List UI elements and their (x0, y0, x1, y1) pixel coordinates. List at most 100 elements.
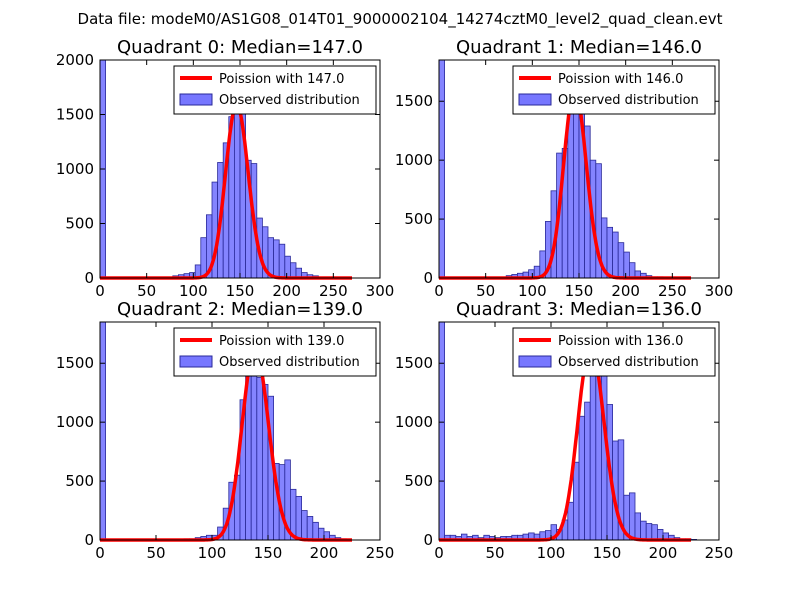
quadrant-3-ytick-label: 0 (423, 531, 433, 549)
quadrant-2-bar (306, 516, 314, 541)
quadrant-0-xtick-label: 250 (319, 282, 348, 300)
quadrant-0-bar (278, 243, 286, 279)
quadrant-3-xtick-label: 250 (705, 544, 734, 562)
quadrant-3-legend: Poission with 136.0 Observed distributio… (512, 327, 716, 377)
quadrant-3-bar (634, 512, 641, 541)
quadrant-3-bar (645, 523, 653, 541)
quadrant-2-legend: Poission with 139.0 Observed distributio… (173, 327, 377, 377)
quadrant-3-bar (584, 401, 591, 541)
quadrant-3-legend-line-label: Poission with 136.0 (558, 334, 683, 349)
quadrant-1-ytick-label: 500 (404, 210, 433, 228)
quadrant-0-legend: Poission with 147.0 Observed distributio… (173, 65, 377, 115)
quadrant-2-bar (317, 527, 325, 541)
quadrant-2-xtick-label: 100 (198, 544, 227, 562)
quadrant-1-legend: Poission with 146.0 Observed distributio… (512, 65, 716, 115)
quadrant-0-ytick-label: 0 (84, 269, 94, 287)
quadrant-2-bar (295, 495, 302, 541)
quadrant-1-ytick-label: 1500 (395, 92, 433, 110)
quadrant-0-ytick-label: 1000 (56, 160, 94, 178)
quadrant-2-bar (312, 521, 319, 541)
quadrant-1-bars (438, 59, 664, 279)
quadrant-1-panel: Quadrant 1: Median=146.0 0 50 100 150 200 250… (395, 37, 734, 300)
quadrant-0-xtick-label: 200 (272, 282, 301, 300)
quadrant-2-bar (256, 376, 263, 541)
quadrant-2-ytick-label: 500 (65, 472, 94, 490)
quadrant-1-bar (623, 251, 630, 279)
quadrant-1-bar (617, 242, 625, 279)
quadrant-1-legend-bars-label: Observed distribution (558, 93, 699, 108)
figure-title: Data file: modeM0/AS1G08_014T01_90000021… (78, 10, 723, 29)
quadrant-3-xtick-label: 0 (434, 544, 444, 562)
quadrant-3-panel: Quadrant 3: Median=136.0 0 50 100 150 200 250… (395, 299, 734, 562)
quadrant-0-bar (273, 239, 280, 279)
quadrant-2-xtick-label: 200 (310, 544, 339, 562)
quadrant-1-ytick-label: 1000 (395, 151, 433, 169)
quadrant-0-xtick-label: 0 (95, 282, 105, 300)
quadrant-3-bar (438, 321, 445, 541)
quadrant-0-axes: 0 50 100 150 200 250 300 0 500 1000 1500 2000 (56, 51, 395, 300)
quadrant-2-legend-box (173, 327, 377, 377)
quadrant-3-xtick-label: 200 (649, 544, 678, 562)
quadrant-2-ytick-label: 0 (84, 531, 94, 549)
quadrant-3-ytick-label: 1500 (395, 354, 433, 372)
quadrant-0-legend-bars-label: Observed distribution (219, 93, 360, 108)
quadrant-0-legend-line-label: Poission with 147.0 (219, 72, 344, 87)
quadrant-1-axes: 0 50 100 150 200 250 300 0 500 1000 1500 (395, 59, 734, 300)
quadrant-0-xtick-label: 100 (179, 282, 208, 300)
quadrant-3-bar (589, 366, 597, 541)
quadrant-1-title: Quadrant 1: Median=146.0 (456, 37, 702, 58)
quadrant-2-legend-bars-label: Observed distribution (219, 355, 360, 370)
quadrant-1-xtick-label: 100 (518, 282, 547, 300)
quadrant-0-bar (284, 255, 291, 279)
quadrant-0-xtick-label: 300 (366, 282, 395, 300)
quadrant-3-xtick-label: 100 (537, 544, 566, 562)
quadrant-1-xtick-label: 300 (705, 282, 734, 300)
quadrant-2-axes: 0 50 100 150 200 250 0 500 1000 1500 (56, 321, 395, 562)
quadrant-3-frame (438, 321, 720, 541)
quadrant-1-bar (612, 231, 619, 279)
quadrant-3-bar (567, 501, 574, 541)
quadrant-3-ytick-label: 500 (404, 472, 433, 490)
quadrant-2-ytick-label: 1500 (56, 354, 94, 372)
quadrant-1-bar (606, 226, 613, 279)
quadrant-0-ytick-label: 1500 (56, 106, 94, 124)
quadrant-1-ytick-label: 0 (423, 269, 433, 287)
quadrant-2-title: Quadrant 2: Median=139.0 (117, 299, 363, 320)
quadrant-1-legend-line-label: Poission with 146.0 (558, 72, 683, 87)
quadrant-2-frame (99, 321, 381, 541)
quadrant-3-title: Quadrant 3: Median=136.0 (456, 299, 702, 320)
quadrant-2-bar (250, 358, 258, 541)
quadrant-2-ytick-label: 1000 (56, 413, 94, 431)
quadrant-2-legend-bar-swatch (179, 355, 213, 368)
quadrant-3-legend-bar-swatch (518, 355, 552, 368)
quadrant-0-xtick-label: 50 (137, 282, 156, 300)
quadrant-1-xtick-label: 250 (658, 282, 687, 300)
quadrant-0-panel: Quadrant 0: Median=147.0 0 50 100 150 200 250… (56, 37, 395, 300)
quadrant-0-title: Quadrant 0: Median=147.0 (117, 37, 363, 58)
quadrant-1-bar (629, 262, 636, 279)
quadrant-2-xtick-label: 50 (146, 544, 165, 562)
quadrant-1-bar (573, 85, 580, 279)
quadrant-2-xtick-label: 150 (254, 544, 283, 562)
quadrant-1-xtick-label: 200 (611, 282, 640, 300)
quadrant-3-xtick-label: 50 (485, 544, 504, 562)
quadrant-1-xtick-label: 150 (565, 282, 594, 300)
quadrant-2-xtick-label: 250 (366, 544, 395, 562)
quadrant-0-legend-box (173, 65, 377, 115)
quadrant-3-bar (573, 461, 580, 541)
quadrant-3-bar (651, 524, 658, 541)
quadrant-1-xtick-label: 0 (434, 282, 444, 300)
quadrant-3-xtick-label: 150 (593, 544, 622, 562)
quadrant-0-bar (289, 262, 297, 279)
quadrant-2-bar (99, 321, 106, 541)
quadrant-3-bar (629, 492, 636, 541)
quadrant-2-legend-line-label: Poission with 139.0 (219, 334, 344, 349)
quadrant-1-legend-box (512, 65, 716, 115)
quadrant-0-ytick-label: 500 (65, 215, 94, 233)
quadrant-1-bar (438, 59, 445, 279)
quadrant-1-legend-bar-swatch (518, 93, 552, 106)
quadrant-1-xtick-label: 50 (476, 282, 495, 300)
quadrant-0-legend-bar-swatch (179, 93, 213, 106)
quadrant-2-bar (301, 510, 308, 541)
